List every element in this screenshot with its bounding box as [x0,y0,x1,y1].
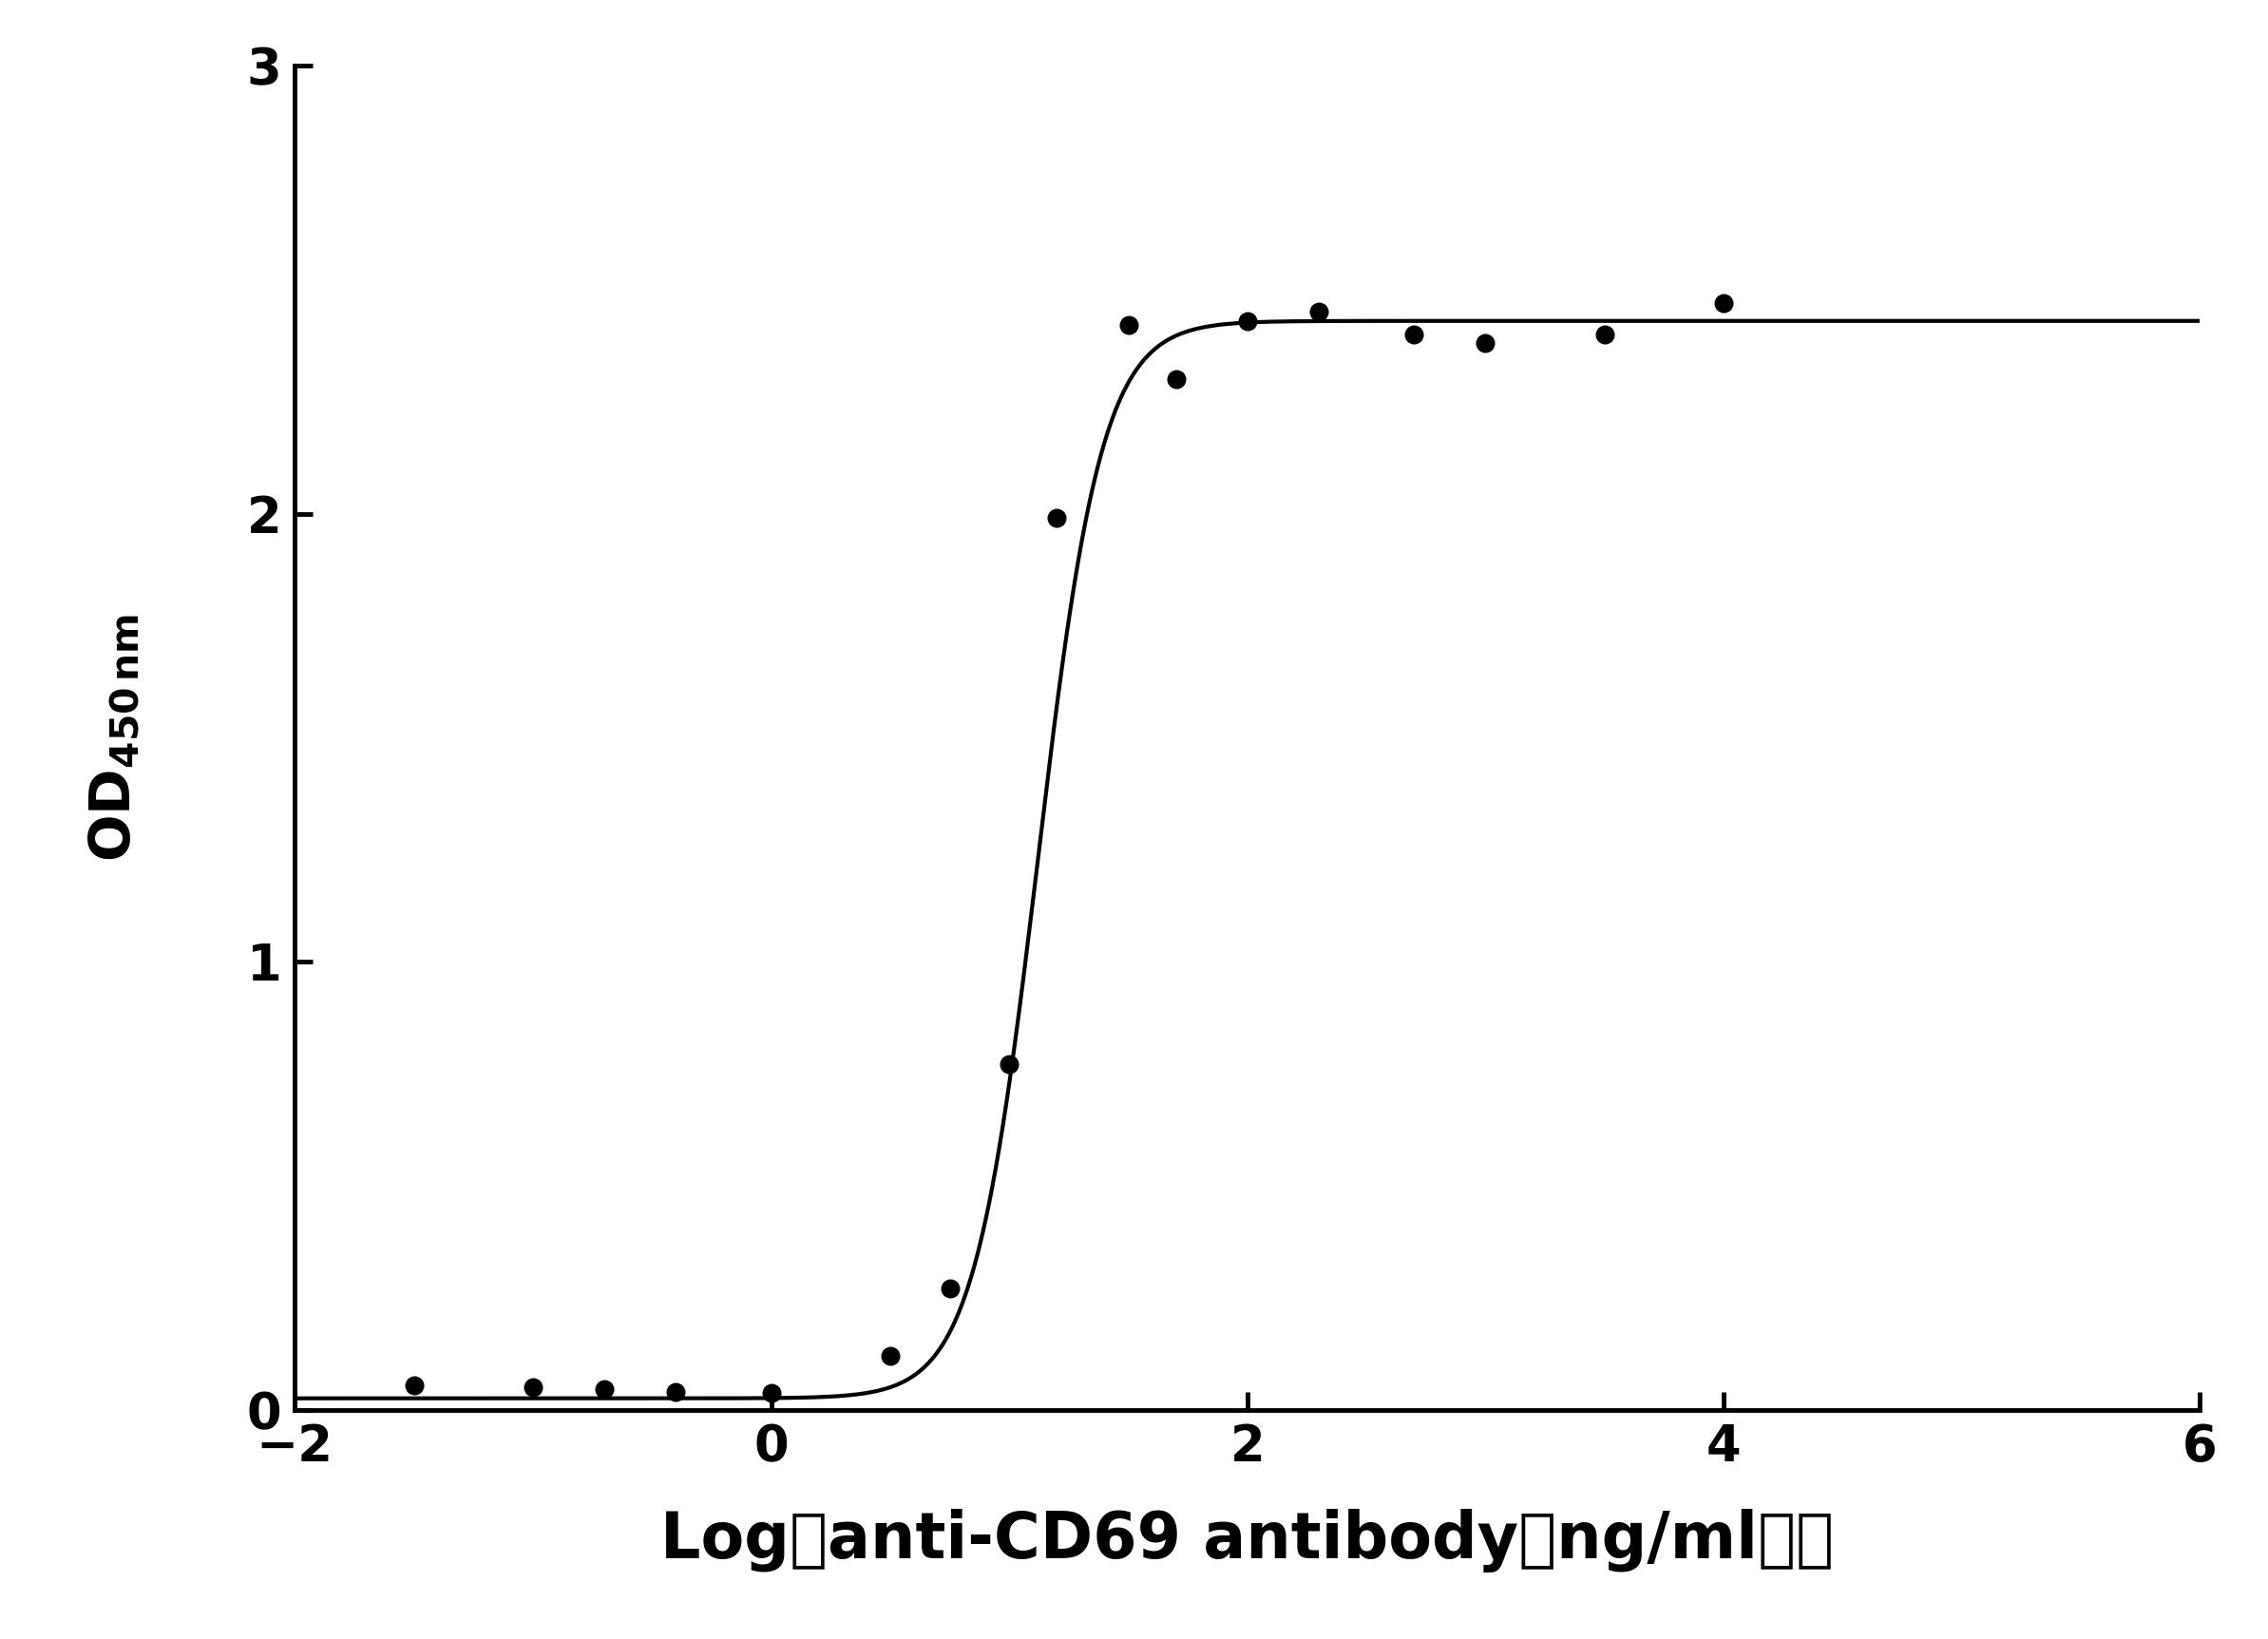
Point [585,1377,621,1403]
Point [1585,321,1622,347]
Point [1229,308,1266,334]
Text: $\mathbf{OD_{450\,nm}}$: $\mathbf{OD_{450\,nm}}$ [86,613,141,862]
Point [1039,505,1075,531]
Point [1157,365,1193,392]
Point [395,1372,431,1398]
Point [991,1052,1027,1078]
Point [1109,313,1145,339]
Point [871,1342,907,1369]
Point [515,1373,551,1400]
Point [1300,298,1336,325]
X-axis label: Log（anti-CD69 antibody（ng/ml））: Log（anti-CD69 antibody（ng/ml）） [660,1510,1835,1573]
Point [753,1380,789,1406]
Point [932,1275,968,1301]
Point [658,1378,694,1405]
Point [1706,290,1742,316]
Point [1395,321,1433,347]
Point [1467,329,1504,356]
